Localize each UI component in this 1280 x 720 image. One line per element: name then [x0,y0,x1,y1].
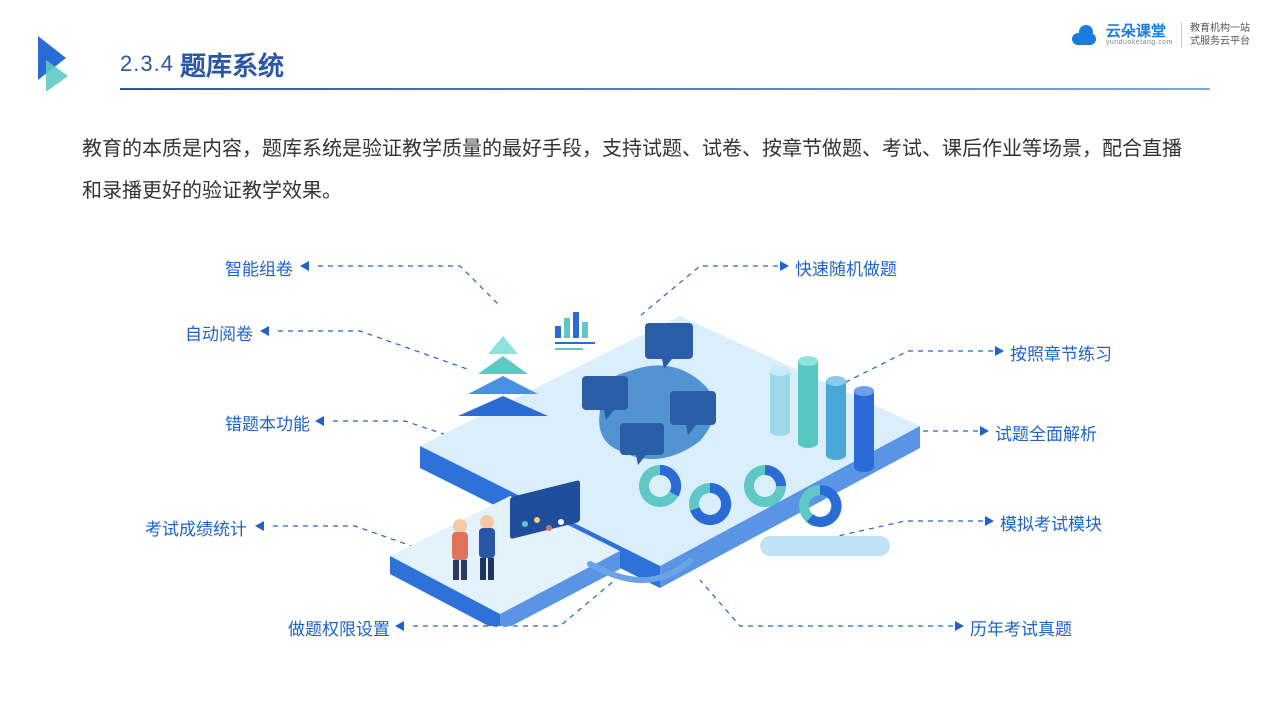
feature-left-3: 考试成绩统计 [145,515,247,540]
feature-diagram: 智能组卷自动阅卷错题本功能考试成绩统计做题权限设置 快速随机做题按照章节练习试题全… [0,220,1280,680]
section-number: 2.3.4 [120,51,174,77]
logo-domain: yunduoketang.com [1106,39,1173,46]
feature-left-2: 错题本功能 [225,410,310,435]
cloud-icon [1070,25,1098,45]
feature-right-0: 快速随机做题 [795,255,897,280]
arrow-right-3 [985,516,994,526]
feature-left-4: 做题权限设置 [288,615,390,640]
isometric-illustration [360,256,940,626]
feature-right-1: 按照章节练习 [1010,340,1112,365]
arrow-left-4 [395,621,404,631]
arrow-right-4 [955,621,964,631]
arrow-left-3 [255,521,264,531]
feature-right-4: 历年考试真题 [970,615,1072,640]
header-rule [120,88,1210,90]
section-description: 教育的本质是内容，题库系统是验证教学质量的最好手段，支持试题、试卷、按章节做题、… [82,128,1192,212]
section-title: 题库系统 [180,46,284,83]
arrow-right-0 [780,261,789,271]
feature-right-2: 试题全面解析 [995,420,1097,445]
feature-right-3: 模拟考试模块 [1000,510,1102,535]
arrow-right-2 [980,426,989,436]
header-icon [38,36,88,86]
arrow-left-2 [315,416,324,426]
logo-tagline: 教育机构一站式服务云平台 [1181,22,1250,48]
arrow-left-1 [260,326,269,336]
feature-left-0: 智能组卷 [225,255,293,280]
feature-left-1: 自动阅卷 [185,320,253,345]
logo-brand: 云朵课堂 [1106,24,1173,39]
arrow-left-0 [300,261,309,271]
arrow-right-1 [995,346,1004,356]
brand-logo: 云朵课堂 yunduoketang.com 教育机构一站式服务云平台 [1070,22,1250,48]
